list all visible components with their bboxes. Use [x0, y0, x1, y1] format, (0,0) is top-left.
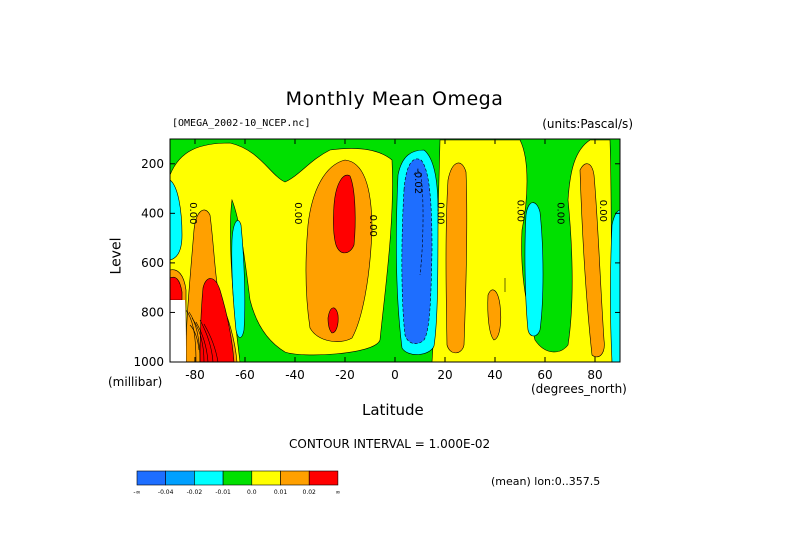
cyan-region-60n — [524, 202, 544, 337]
x-tick-label: 0 — [391, 368, 399, 382]
legend-swatch — [194, 470, 224, 486]
y-tick-label: 800 — [141, 305, 164, 319]
dataset-label: [OMEGA_2002-10_NCEP.nc] — [172, 118, 311, 129]
contour-interval-label: CONTOUR INTERVAL = 1.000E-02 — [289, 437, 491, 451]
legend-tick-label: 0.02 — [303, 489, 317, 496]
blue-region-itcz — [401, 158, 433, 344]
contour-label: 0.00 — [292, 202, 303, 224]
missing-data-region — [170, 300, 186, 362]
chart-title: Monthly Mean Omega — [285, 88, 504, 110]
legend-swatch — [222, 470, 253, 486]
x-tick-label: 20 — [437, 368, 452, 382]
legend-tick-label: -∞ — [133, 489, 140, 496]
x-axis-label: Latitude — [362, 401, 424, 419]
contour-label: 0.00 — [515, 200, 526, 222]
legend-swatch — [136, 470, 167, 486]
contour-label: 0.00 — [555, 202, 566, 224]
units-label: (units:Pascal/s) — [542, 117, 633, 131]
y-tick-label: 600 — [141, 256, 164, 270]
red-region-75s — [199, 278, 235, 362]
orange-region-30s — [305, 159, 373, 342]
x-tick-label: -80 — [185, 368, 205, 382]
x-axis-units: (degrees_north) — [531, 382, 627, 396]
orange-region-15n — [445, 162, 468, 354]
cyan-region-65s — [231, 220, 246, 338]
contour-label: -0.02 — [412, 168, 423, 194]
contour-label: 0.00 — [187, 202, 198, 224]
legend-tick-label: 0.0 — [247, 489, 257, 496]
legend-tick-label: ∞ — [335, 489, 340, 496]
x-tick-label: -40 — [285, 368, 305, 382]
contour-label: 0.00 — [597, 200, 608, 222]
legend-swatch — [251, 470, 281, 486]
plot-area: 0.00 0.00 0.00 -0.02 0.00 0.00 0.00 0.00 — [170, 139, 620, 362]
dashed-contour-itcz — [413, 170, 424, 276]
legend-tick-label: -0.04 — [158, 489, 174, 496]
x-tick-label: 40 — [487, 368, 502, 382]
x-tick-label: 60 — [537, 368, 552, 382]
contour-labels: 0.00 0.00 0.00 -0.02 0.00 0.00 0.00 0.00 — [187, 168, 608, 237]
y-tick-label: 200 — [141, 157, 164, 171]
legend-swatch — [165, 470, 195, 486]
red-region-antarctic — [170, 276, 183, 301]
contour-label: 0.00 — [435, 202, 446, 224]
legend-tick-label: -0.01 — [215, 489, 231, 496]
legend-tick-label: -0.02 — [187, 489, 203, 496]
orange-region-80n — [579, 163, 605, 358]
y-tick-label: 1000 — [133, 355, 164, 369]
axes: -80 -60 -40 -20 0 20 40 60 80 1000 800 600 400 200 — [133, 139, 620, 382]
legend-tick-label: 0.01 — [274, 489, 288, 496]
legend-swatch — [280, 470, 310, 486]
legend-swatch — [308, 470, 339, 486]
dense-contours — [185, 309, 219, 362]
y-tick-label: 400 — [141, 206, 164, 220]
orange-region-40n — [487, 289, 502, 341]
red-region-30s-low — [327, 307, 339, 334]
contour-label: 0.00 — [367, 215, 378, 237]
x-tick-label: 80 — [587, 368, 602, 382]
cyan-region-85s — [170, 179, 183, 261]
y-axis-units: (millibar) — [108, 375, 163, 389]
x-tick-label: -20 — [335, 368, 355, 382]
x-tick-label: -60 — [235, 368, 255, 382]
mean-longitude-note: (mean) lon:0..357.5 — [491, 475, 601, 488]
red-region-30s — [333, 174, 356, 254]
color-legend: -∞ -0.04 -0.02 -0.01 0.0 0.01 0.02 ∞ — [133, 470, 340, 496]
cyan-region-90n — [610, 209, 620, 362]
